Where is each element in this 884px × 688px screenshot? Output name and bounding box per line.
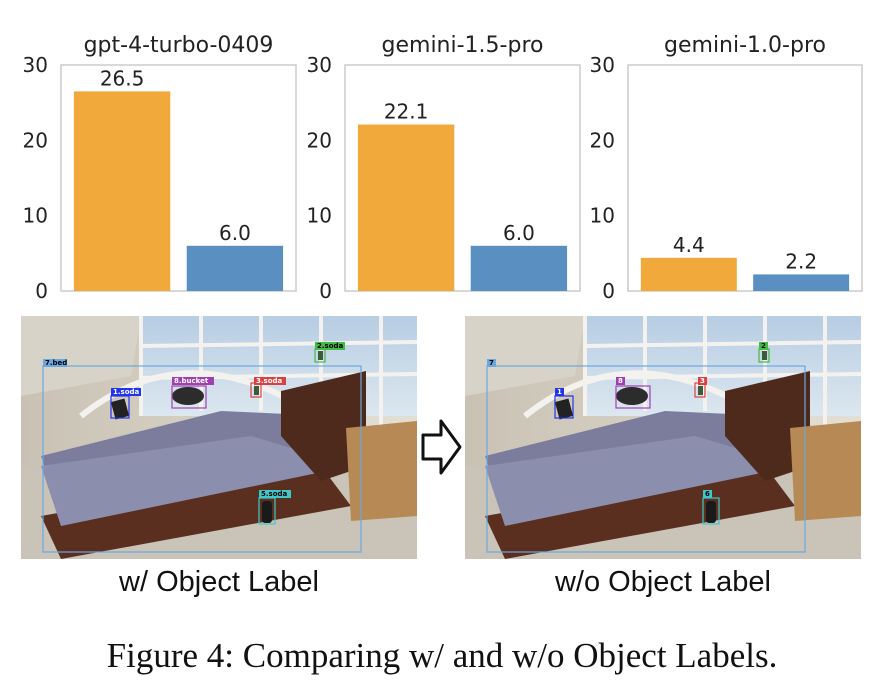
tag-bed: 7.bed (45, 359, 67, 367)
chart-frame-2 (627, 64, 863, 292)
tag-id-8: 8 (618, 377, 623, 385)
chart-frame-1 (344, 64, 581, 292)
tag-soda-2: 2.soda (317, 342, 344, 350)
data-label-0-1: 6.0 (219, 221, 251, 245)
y-tick-label-0-0: 0 (35, 279, 48, 303)
tag-soda-3: 3.soda (256, 377, 283, 385)
label-with-object-label: w/ Object Label (119, 566, 319, 598)
y-tick-label-1-1: 10 (307, 204, 332, 228)
figure-caption: Figure 4: Comparing w/ and w/o Object La… (106, 636, 778, 675)
scene-without-object-labels: 7 2 1 8 3 6 (465, 316, 861, 559)
tag-id-7: 7 (489, 359, 494, 367)
scene-with-object-labels: 7.bed 2.soda 1.soda 8.bucket 3.soda 5.so… (21, 316, 417, 559)
tag-bucket: 8.bucket (174, 377, 209, 385)
y-tick-label-1-3: 30 (307, 53, 332, 77)
y-tick-label-0-2: 20 (23, 128, 48, 152)
bar-2-0 (640, 257, 737, 291)
bar-2-1 (753, 274, 850, 291)
chart-title-2: gemini-1.0-pro (664, 33, 826, 58)
tag-soda-5: 5.soda (261, 490, 288, 498)
y-tick-label-2-3: 30 (590, 53, 615, 77)
data-label-1-0: 22.1 (384, 100, 429, 124)
data-label-2-1: 2.2 (785, 249, 817, 273)
bar-0-0 (73, 91, 171, 291)
bar-0-1 (186, 245, 284, 291)
bar-charts: gpt-4-turbo-0409 0 10 20 30 26.5 6.0 gemini-1.5… (23, 33, 863, 303)
y-tick-label-2-2: 20 (590, 128, 615, 152)
bar-1-0 (357, 124, 455, 291)
y-tick-label-2-0: 0 (602, 279, 615, 303)
right-arrow-icon (421, 419, 462, 475)
y-tick-label-0-3: 30 (23, 53, 48, 77)
label-without-object-label: w/o Object Label (554, 566, 771, 598)
tag-id-2: 2 (761, 342, 766, 350)
data-label-0-0: 26.5 (100, 66, 145, 90)
tag-id-1: 1 (557, 388, 562, 396)
chart-frame-0 (60, 64, 297, 292)
y-tick-label-1-2: 20 (307, 128, 332, 152)
data-label-1-1: 6.0 (503, 221, 535, 245)
data-label-2-0: 4.4 (673, 233, 705, 257)
y-tick-label-0-1: 10 (23, 204, 48, 228)
chart-title-1: gemini-1.5-pro (382, 33, 544, 58)
chart-title-0: gpt-4-turbo-0409 (84, 33, 274, 58)
tag-id-3: 3 (700, 377, 705, 385)
y-tick-label-1-0: 0 (319, 279, 332, 303)
tag-soda-1: 1.soda (113, 388, 140, 396)
y-tick-label-2-1: 10 (590, 204, 615, 228)
bar-1-1 (470, 245, 568, 291)
tag-id-6: 6 (705, 490, 710, 498)
